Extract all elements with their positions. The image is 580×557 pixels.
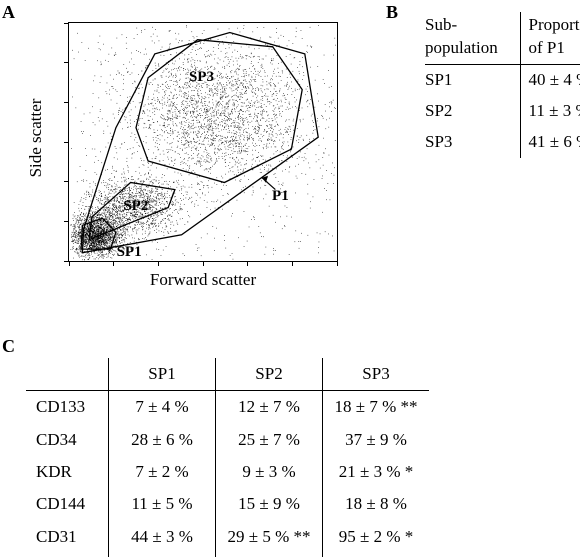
x-tick xyxy=(69,261,70,266)
x-tick xyxy=(247,261,248,266)
panelB-cell-value: 11 ± 3 % xyxy=(521,96,580,127)
panelB-label: B xyxy=(386,2,398,23)
panelC-cell: 12 ± 7 % xyxy=(216,391,323,423)
y-tick xyxy=(64,62,69,63)
gate-label-sp3: SP3 xyxy=(189,69,214,86)
x-tick xyxy=(113,261,114,266)
panelC-row: CD1337 ± 4 %12 ± 7 %18 ± 7 % ** xyxy=(26,391,429,423)
panelC-marker: CD144 xyxy=(26,488,109,520)
panelC-cell: 14 ± 4 % xyxy=(216,553,323,557)
y-tick xyxy=(64,181,69,182)
panelC-cell: 18 ± 7 % ** xyxy=(323,391,429,423)
panelC-row: KDR7 ± 2 %9 ± 3 %21 ± 3 % * xyxy=(26,456,429,488)
panelC-row: CD149 ± 1 %14 ± 4 %95 ± 2 % * xyxy=(26,553,429,557)
panelB-row: SP341 ± 6 % xyxy=(425,127,580,158)
panelC-cell: 44 ± 3 % xyxy=(109,521,216,553)
panelC-corner xyxy=(26,358,109,391)
panelB-header-row: Sub- population Proport of P1 xyxy=(425,12,580,65)
panelC-cell: 7 ± 4 % xyxy=(109,391,216,423)
panelA-y-axis-label: Side scatter xyxy=(26,99,46,178)
panelA-label: A xyxy=(2,2,15,23)
panelC-table: SP1 SP2 SP3 CD1337 ± 4 %12 ± 7 %18 ± 7 %… xyxy=(26,358,429,557)
text: Sub- xyxy=(425,15,457,34)
panelC-col-header: SP2 xyxy=(216,358,323,391)
panelC-row: CD3428 ± 6 %25 ± 7 %37 ± 9 % xyxy=(26,424,429,456)
panelB-row: SP140 ± 4 % xyxy=(425,65,580,96)
panelA: Side scatter P1 SP1 SP2 SP3 Forward scatter xyxy=(18,8,358,308)
y-tick xyxy=(64,221,69,222)
figure-root: A Side scatter P1SP1SP2SP3 Forward scatt… xyxy=(0,0,580,557)
gate-label-sp2: SP2 xyxy=(123,198,148,215)
x-tick xyxy=(158,261,159,266)
panelB-cell-value: 41 ± 6 % xyxy=(521,127,580,158)
y-tick xyxy=(64,102,69,103)
panelC-cell: 37 ± 9 % xyxy=(323,424,429,456)
panelC-cell: 18 ± 8 % xyxy=(323,488,429,520)
panelB-cell-name: SP1 xyxy=(425,65,521,96)
gate-label-sp1: SP1 xyxy=(117,244,142,261)
panelC-cell: 9 ± 1 % xyxy=(109,553,216,557)
panelC-col-header: SP3 xyxy=(323,358,429,391)
text: of P1 xyxy=(529,38,565,57)
panelC-row: CD3144 ± 3 %29 ± 5 % **95 ± 2 % * xyxy=(26,521,429,553)
panelC-cell: 7 ± 2 % xyxy=(109,456,216,488)
panelC-col-header: SP1 xyxy=(109,358,216,391)
panelC-header-row: SP1 SP2 SP3 xyxy=(26,358,429,391)
panelC-marker: CD133 xyxy=(26,391,109,423)
panelC-cell: 29 ± 5 % ** xyxy=(216,521,323,553)
x-tick xyxy=(203,261,204,266)
panelC-cell: 25 ± 7 % xyxy=(216,424,323,456)
text: population xyxy=(425,38,498,57)
x-tick xyxy=(337,261,338,266)
text: Proport xyxy=(529,15,580,34)
y-tick xyxy=(64,142,69,143)
panelC-row: CD14411 ± 5 %15 ± 9 %18 ± 8 % xyxy=(26,488,429,520)
panelC-cell: 9 ± 3 % xyxy=(216,456,323,488)
panelB-cell-name: SP3 xyxy=(425,127,521,158)
panelC-cell: 11 ± 5 % xyxy=(109,488,216,520)
gate-label-p1: P1 xyxy=(272,188,289,205)
panelC-cell: 28 ± 6 % xyxy=(109,424,216,456)
panelC-cell: 95 ± 2 % * xyxy=(323,553,429,557)
panelA-x-axis-label: Forward scatter xyxy=(150,270,256,290)
panelB-table: Sub- population Proport of P1 SP140 ± 4 … xyxy=(425,12,580,158)
panelC-marker: KDR xyxy=(26,456,109,488)
panelC-cell: 15 ± 9 % xyxy=(216,488,323,520)
panelB-cell-value: 40 ± 4 % xyxy=(521,65,580,96)
panelC-label: C xyxy=(2,336,15,357)
panelB-col1-header: Sub- population xyxy=(425,12,521,65)
scatter-plot: P1 SP1 SP2 SP3 xyxy=(68,22,338,262)
panelB-row: SP211 ± 3 % xyxy=(425,96,580,127)
panelB-col2-header: Proport of P1 xyxy=(521,12,580,65)
panelB-cell-name: SP2 xyxy=(425,96,521,127)
panelC-marker: CD31 xyxy=(26,521,109,553)
x-tick xyxy=(292,261,293,266)
panelC-cell: 95 ± 2 % * xyxy=(323,521,429,553)
y-tick xyxy=(64,23,69,24)
scatter-svg xyxy=(69,23,337,261)
panelC-marker: CD14 xyxy=(26,553,109,557)
panelC-cell: 21 ± 3 % * xyxy=(323,456,429,488)
panelC-marker: CD34 xyxy=(26,424,109,456)
